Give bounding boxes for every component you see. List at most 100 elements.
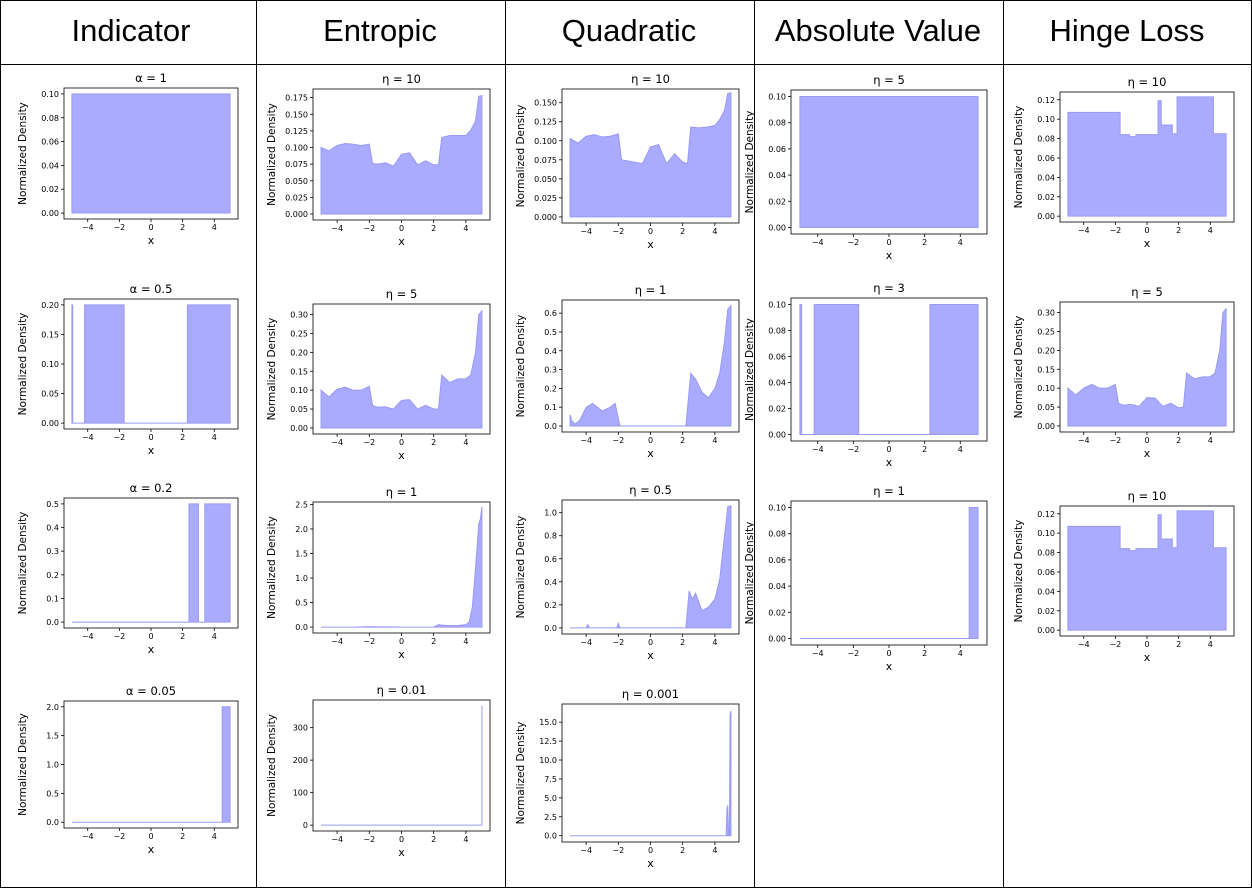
x-tick-label: 2 — [180, 433, 185, 442]
plot-title: η = 10 — [1128, 489, 1167, 503]
y-tick-label: 0.0 — [46, 618, 59, 627]
column-header-hinge-loss: Hinge Loss — [1049, 13, 1204, 48]
y-tick-label: 0.05 — [290, 405, 308, 414]
y-tick-label: 0.20 — [41, 301, 59, 310]
y-axis-label: Normalized Density — [17, 512, 29, 615]
y-tick-label: 1.0 — [295, 574, 308, 583]
y-tick-label: 2.0 — [46, 703, 59, 712]
y-tick-label: 0.00 — [1037, 212, 1055, 221]
x-axis-label: x — [647, 857, 654, 870]
subplot-col4-16: η = 5 −4 −2 0 2 4 0.00 0.05 0.10 0.15 0.20 0.25 0.30… — [1013, 285, 1235, 460]
y-axis-label: Normalized Density — [266, 318, 278, 421]
y-tick-label: 0.5 — [295, 599, 308, 608]
y-tick-label: 0.06 — [41, 138, 59, 147]
plot-title: η = 0.01 — [377, 683, 427, 697]
y-tick-label: 0.30 — [1037, 309, 1055, 318]
x-tick-label: −2 — [612, 227, 624, 236]
x-tick-label: 0 — [648, 227, 653, 236]
x-tick-label: −4 — [580, 227, 592, 236]
x-tick-label: 4 — [1208, 640, 1213, 649]
plot-title: η = 10 — [631, 72, 670, 86]
y-tick-label: 0.10 — [768, 504, 786, 513]
y-tick-label: 0.02 — [1037, 193, 1055, 202]
y-tick-label: 0.06 — [1037, 154, 1055, 163]
x-tick-label: 2 — [922, 649, 927, 658]
x-tick-label: 2 — [922, 445, 927, 454]
density-area — [321, 705, 483, 826]
x-tick-label: −2 — [847, 445, 859, 454]
x-tick-label: −2 — [1109, 436, 1121, 445]
x-axis-label: x — [886, 456, 893, 469]
y-tick-label: 0.04 — [1037, 587, 1055, 596]
y-tick-label: 0.08 — [768, 327, 786, 336]
x-tick-label: 4 — [1208, 226, 1213, 235]
y-tick-label: 0.08 — [1037, 135, 1055, 144]
y-tick-label: 0.4 — [544, 347, 557, 356]
x-axis-label: x — [148, 843, 155, 856]
y-axis-label: Normalized Density — [1013, 520, 1025, 623]
subplot-col0-1: α = 0.5 −4 −2 0 2 4 0.00 0.05 0.10 0.15 0.20 x Norma… — [17, 282, 239, 457]
y-tick-label: 0.25 — [290, 329, 308, 338]
x-tick-label: −4 — [331, 835, 343, 844]
y-tick-label: 0.10 — [290, 386, 308, 395]
x-tick-label: 0 — [148, 223, 153, 232]
x-tick-label: 0 — [886, 445, 891, 454]
density-area — [321, 506, 483, 628]
x-tick-label: −2 — [847, 649, 859, 658]
y-tick-label: 5.0 — [544, 794, 557, 803]
x-axis-label: x — [1144, 237, 1151, 250]
x-tick-label: −2 — [113, 433, 125, 442]
y-tick-label: 1.5 — [46, 732, 59, 741]
x-axis-label: x — [886, 249, 893, 262]
plot-title: η = 0.5 — [629, 483, 672, 497]
y-tick-label: 0.00 — [1037, 422, 1055, 431]
y-tick-label: 0.10 — [768, 301, 786, 310]
y-tick-label: 0.02 — [41, 185, 59, 194]
x-tick-label: 2 — [180, 632, 185, 641]
y-tick-label: 0.00 — [768, 223, 786, 232]
x-axis-label: x — [1144, 447, 1151, 460]
y-tick-label: 0.1 — [46, 594, 59, 603]
y-tick-label: 0.025 — [285, 193, 308, 202]
y-tick-label: 0.100 — [285, 144, 308, 153]
plots-layer: α = 1−4 −2 0 2 40.000.020.040.060.080.10xNor… — [17, 71, 1235, 870]
x-tick-label: 2 — [431, 835, 436, 844]
x-tick-label: −4 — [812, 238, 824, 247]
x-tick-label: −4 — [82, 832, 94, 841]
y-tick-label: 0.04 — [41, 161, 59, 170]
y-axis-label: Normalized Density — [515, 722, 527, 825]
x-tick-label: −4 — [812, 649, 824, 658]
y-tick-label: 0.0 — [295, 623, 308, 632]
y-tick-label: 0.15 — [1037, 365, 1055, 374]
y-tick-label: 0.25 — [1037, 327, 1055, 336]
subplot-col0-3: α = 0.05 −4 −2 0 2 4 0.0 0.5 1.0 1.5 2.0 x Normalize… — [17, 684, 239, 856]
x-tick-label: −2 — [113, 632, 125, 641]
y-tick-label: 0.00 — [1037, 626, 1055, 635]
x-tick-label: 2 — [180, 223, 185, 232]
x-tick-label: 0 — [399, 637, 404, 646]
y-tick-label: 0.00 — [768, 634, 786, 643]
x-tick-label: −2 — [363, 637, 375, 646]
y-tick-label: 0.08 — [1037, 549, 1055, 558]
x-tick-label: −2 — [363, 835, 375, 844]
column-header-quadratic: Quadratic — [562, 13, 696, 48]
x-tick-label: 2 — [1176, 226, 1181, 235]
x-tick-label: 0 — [1144, 226, 1149, 235]
y-tick-label: 0.6 — [544, 555, 557, 564]
y-tick-label: 0.12 — [1037, 510, 1055, 519]
subplot-col1-7: η = 0.01 −4 −2 0 2 4 0 100 200 300 x Normalized Den… — [266, 683, 491, 859]
x-tick-label: 2 — [431, 438, 436, 447]
y-tick-label: 0.10 — [1037, 529, 1055, 538]
y-tick-label: 0.06 — [768, 556, 786, 565]
x-tick-label: 4 — [463, 438, 468, 447]
y-tick-label: 0.02 — [768, 197, 786, 206]
density-area — [799, 96, 979, 228]
y-tick-label: 0.04 — [1037, 173, 1055, 182]
x-tick-label: 0 — [399, 835, 404, 844]
x-tick-label: −2 — [113, 832, 125, 841]
density-area — [799, 507, 979, 639]
y-tick-label: 2.5 — [295, 500, 308, 509]
x-tick-label: 0 — [886, 649, 891, 658]
y-axis-label: Normalized Density — [17, 102, 29, 205]
x-tick-label: 4 — [712, 846, 717, 855]
